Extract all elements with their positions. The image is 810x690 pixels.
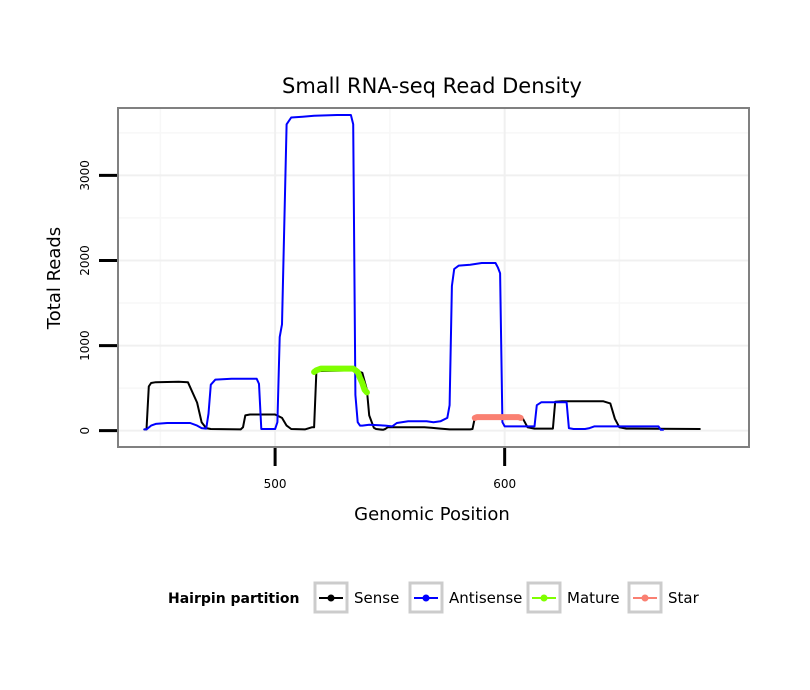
- series-antisense: [143, 114, 665, 431]
- chart-title: Small RNA-seq Read Density: [282, 74, 582, 98]
- plot-panel-border: [117, 107, 750, 448]
- series-star: [471, 414, 524, 421]
- series-mature: [311, 365, 370, 396]
- x-axis: 500 600: [264, 448, 516, 491]
- plot-series: [143, 114, 701, 431]
- legend-key-point: [422, 594, 430, 602]
- legend-key-point: [327, 594, 335, 602]
- y-tick-label: 1000: [78, 330, 92, 361]
- x-axis-label: Genomic Position: [354, 504, 510, 525]
- y-tick-label: 0: [78, 427, 92, 435]
- grid: [119, 109, 748, 446]
- legend-label-antisense: Antisense: [449, 589, 522, 607]
- y-axis: 0 1000 2000 3000: [78, 160, 117, 435]
- legend: Hairpin partition Sense Antisense Mature Sta…: [168, 581, 700, 614]
- legend-title: Hairpin partition: [168, 591, 299, 607]
- x-tick-label: 600: [493, 477, 516, 491]
- y-axis-label: Total Reads: [44, 227, 65, 330]
- legend-key-point: [641, 594, 649, 602]
- legend-key-point: [540, 594, 548, 602]
- x-tick-label: 500: [264, 477, 287, 491]
- legend-label-sense: Sense: [354, 589, 399, 607]
- legend-label-star: Star: [668, 589, 700, 607]
- legend-label-mature: Mature: [567, 589, 620, 607]
- y-tick-label: 3000: [78, 160, 92, 191]
- y-tick-label: 2000: [78, 245, 92, 276]
